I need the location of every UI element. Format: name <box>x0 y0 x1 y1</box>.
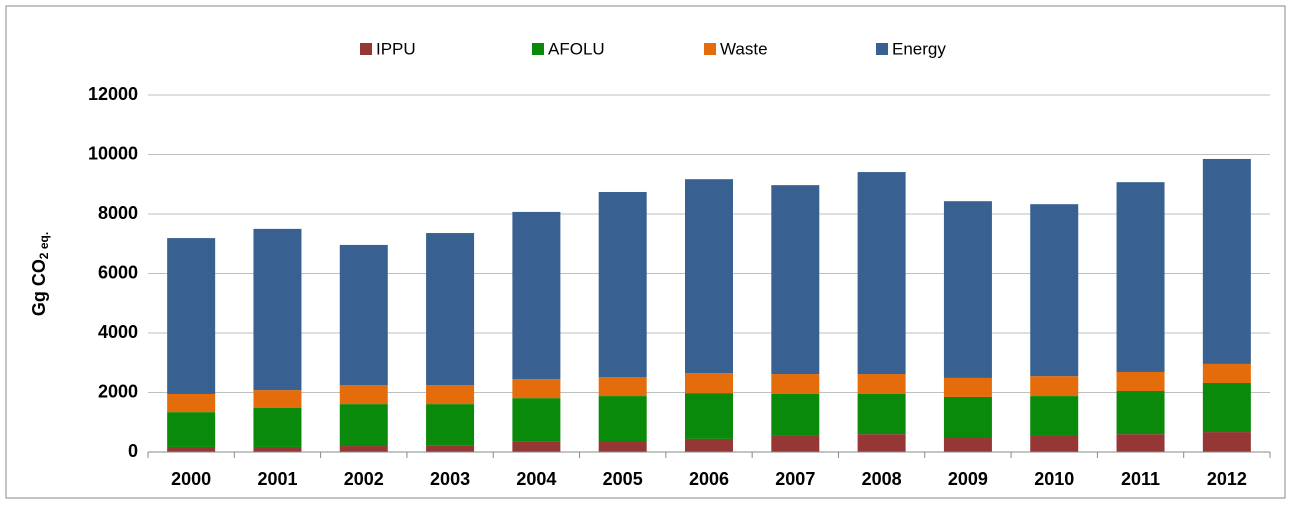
bar-segment <box>1202 382 1251 433</box>
bar-segment <box>253 390 302 408</box>
x-tick-label: 2004 <box>516 469 556 489</box>
bar-segment <box>943 377 992 397</box>
bar-segment <box>426 404 475 446</box>
bar-segment <box>598 440 647 452</box>
bar-segment <box>167 412 216 447</box>
bar-segment <box>167 393 216 413</box>
bar-segment <box>1116 391 1165 435</box>
legend-swatch <box>360 43 372 55</box>
bar-segment <box>598 396 647 441</box>
y-tick-label: 12000 <box>88 84 138 104</box>
bar-segment <box>512 211 561 380</box>
x-tick-label: 2001 <box>257 469 297 489</box>
bar-segment <box>1202 432 1251 452</box>
legend-label: AFOLU <box>548 39 605 58</box>
bar-segment <box>857 172 906 375</box>
legend-swatch <box>704 43 716 55</box>
bar-segment <box>857 393 906 435</box>
legend-swatch <box>876 43 888 55</box>
bar-segment <box>167 446 216 452</box>
bar-segment <box>943 396 992 439</box>
bar-segment <box>1116 434 1165 452</box>
y-label-sub: 2 eq. <box>37 232 51 259</box>
bar-segment <box>339 244 388 386</box>
bar-segment <box>1202 363 1251 383</box>
bar-segment <box>167 238 216 394</box>
bar-segment <box>598 377 647 397</box>
legend-label: IPPU <box>376 39 416 58</box>
legend-label: Energy <box>892 39 946 58</box>
bar-segment <box>426 385 475 405</box>
y-tick-label: 8000 <box>98 203 138 223</box>
bar-segment <box>1030 204 1079 377</box>
bar-segment <box>339 404 388 447</box>
bar-segment <box>512 398 561 442</box>
x-tick-label: 2011 <box>1121 469 1160 489</box>
x-tick-label: 2000 <box>171 469 211 489</box>
bar-segment <box>771 393 820 436</box>
bar-segment <box>1202 158 1251 364</box>
bar-segment <box>253 446 302 452</box>
bar-segment <box>1030 435 1079 452</box>
bar-segment <box>771 185 820 375</box>
bar-segment <box>339 446 388 452</box>
bar-segment <box>253 228 302 391</box>
x-tick-label: 2012 <box>1207 469 1247 489</box>
bar-segment <box>253 407 302 447</box>
x-tick-label: 2006 <box>689 469 729 489</box>
y-tick-label: 10000 <box>88 143 138 163</box>
y-tick-label: 6000 <box>98 262 138 282</box>
bar-segment <box>512 379 561 399</box>
bar-segment <box>685 179 733 374</box>
legend-label: Waste <box>720 39 768 58</box>
bar-segment <box>426 445 475 452</box>
x-tick-label: 2002 <box>344 469 384 489</box>
bar-segment <box>857 434 906 452</box>
x-tick-label: 2009 <box>948 469 988 489</box>
x-tick-label: 2010 <box>1034 469 1074 489</box>
x-tick-label: 2008 <box>862 469 902 489</box>
x-tick-label: 2003 <box>430 469 470 489</box>
y-axis-label: Gg CO2 eq. <box>29 232 51 316</box>
y-tick-label: 2000 <box>98 381 138 401</box>
bar-segment <box>1030 376 1079 397</box>
bar-segment <box>685 373 733 394</box>
x-tick-label: 2005 <box>603 469 643 489</box>
bar-segment <box>339 385 388 405</box>
y-tick-label: 4000 <box>98 322 138 342</box>
legend-swatch <box>532 43 544 55</box>
bar-segment <box>685 438 733 452</box>
bar-segment <box>771 435 820 452</box>
x-tick-label: 2007 <box>775 469 815 489</box>
y-tick-label: 0 <box>128 441 138 461</box>
bar-segment <box>771 374 820 394</box>
bar-segment <box>685 393 733 439</box>
bar-segment <box>1030 396 1079 436</box>
bar-segment <box>512 441 561 452</box>
y-label-main: Gg CO <box>29 259 49 316</box>
bar-segment <box>1116 182 1165 372</box>
bar-segment <box>943 438 992 452</box>
bar-segment <box>426 233 475 386</box>
bar-segment <box>943 201 992 378</box>
bar-segment <box>857 374 906 394</box>
bar-segment <box>598 191 647 378</box>
bar-segment <box>1116 371 1165 392</box>
